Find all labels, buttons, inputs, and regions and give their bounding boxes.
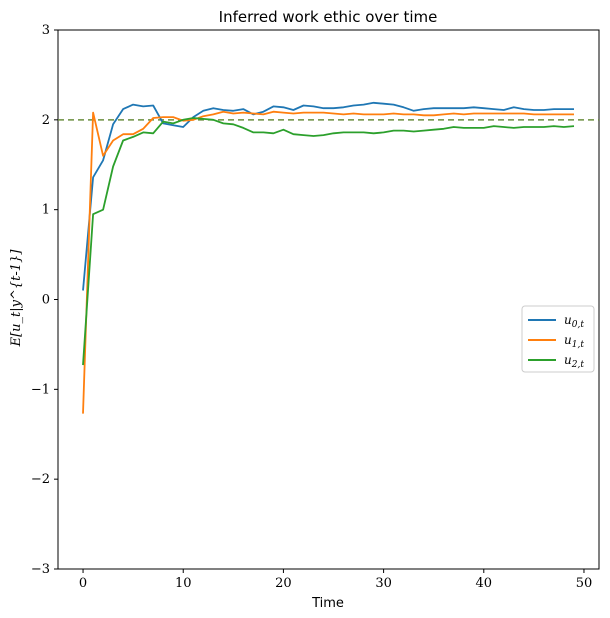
y-tick-label: −1 — [31, 382, 50, 397]
y-tick-label: 0 — [42, 293, 50, 308]
series-line-u1t — [82, 110, 574, 414]
legend-label: u1,t — [564, 333, 584, 350]
y-tick-label: 2 — [42, 113, 50, 128]
plot-area — [57, 29, 600, 570]
series-group — [82, 101, 575, 414]
series-line-u2t — [82, 117, 575, 366]
y-tick-label: −3 — [31, 562, 50, 577]
legend-label: u2,t — [564, 353, 584, 370]
x-tick-label: 10 — [175, 576, 192, 591]
chart-title: Inferred work ethic over time — [219, 8, 438, 26]
legend: u0,t u1,t u2,t — [521, 305, 595, 373]
y-tick-label: 3 — [42, 23, 50, 38]
legend-box — [521, 305, 595, 373]
legend-label: u0,t — [564, 313, 584, 330]
series-line-u0t — [82, 101, 574, 291]
y-tick-label: 1 — [42, 203, 50, 218]
x-tick-label: 40 — [476, 576, 493, 591]
x-axis-label: Time — [311, 596, 344, 611]
y-axis-label: E[u_t|y^{t-1}] — [9, 249, 24, 348]
x-tick-label: 50 — [576, 576, 593, 591]
y-tick-label: −2 — [31, 472, 50, 487]
x-tick-label: 0 — [79, 576, 87, 591]
x-tick-label: 30 — [375, 576, 392, 591]
axis-ticks: 0 10 20 30 40 50 −3 −2 −1 0 1 2 3 — [31, 23, 592, 591]
x-tick-label: 20 — [275, 576, 292, 591]
svg-text:E[u_t|y^{t-1}]: E[u_t|y^{t-1}] — [9, 249, 24, 348]
